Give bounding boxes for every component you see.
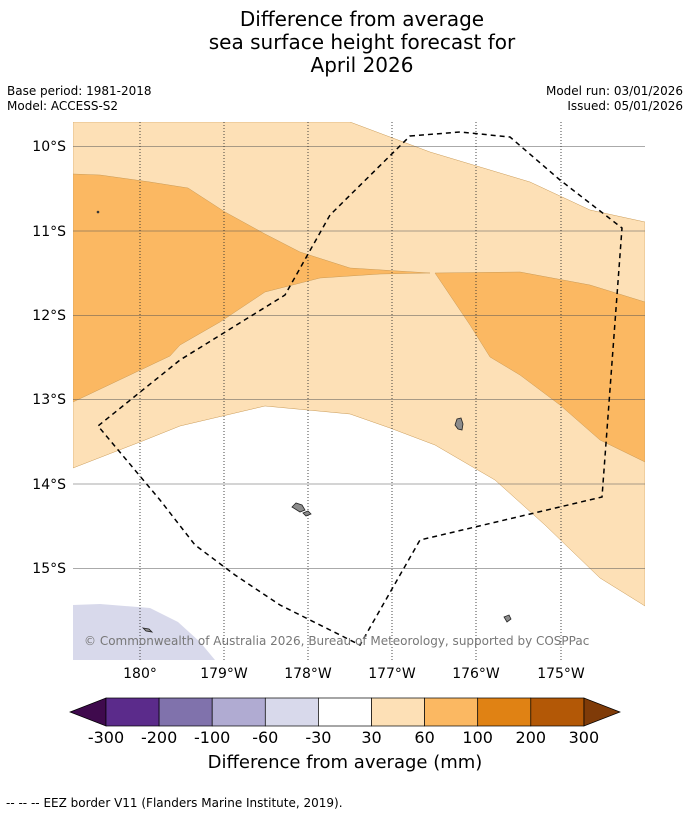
colorbar-bin bbox=[318, 697, 372, 727]
eez-border bbox=[96, 131, 623, 646]
meta-left: Base period: 1981-2018 Model: ACCESS-S2 bbox=[7, 84, 152, 114]
colorbar-bin bbox=[424, 697, 479, 727]
colorbar-tick: -200 bbox=[141, 728, 177, 747]
title-line-1: Difference from average bbox=[239, 7, 485, 31]
colorbar-tick: -30 bbox=[305, 728, 331, 747]
colorbar bbox=[69, 697, 621, 727]
islands bbox=[96, 210, 512, 633]
lon-label: 177°W bbox=[368, 666, 416, 682]
colorbar-tick: 300 bbox=[569, 728, 600, 747]
colorbar-bin bbox=[264, 697, 319, 727]
eez-legend-symbol: -- -- -- bbox=[6, 796, 40, 810]
colorbar-caption: Difference from average (mm) bbox=[207, 752, 483, 773]
lat-labels: 10°S 11°S 12°S 13°S 14°S 15°S bbox=[32, 139, 66, 577]
colorbar-bin bbox=[158, 697, 213, 727]
model-run: Model run: 03/01/2026 bbox=[545, 84, 683, 98]
island-south bbox=[503, 614, 512, 623]
colorbar-extend-low bbox=[69, 697, 107, 727]
island-west-1 bbox=[291, 502, 306, 513]
band-neg60-to-neg30 bbox=[73, 604, 215, 660]
lon-label: 175°W bbox=[537, 666, 585, 682]
colorbar-bin bbox=[530, 697, 585, 727]
attribution: © Commonwealth of Australia 2026, Bureau… bbox=[84, 634, 589, 648]
base-period: Base period: 1981-2018 bbox=[7, 84, 152, 98]
colorbar-ticks: -300 -200 -100 -60 -30 30 60 100 200 300 bbox=[88, 728, 599, 747]
island-southwest bbox=[141, 627, 154, 633]
lat-label: 13°S bbox=[32, 392, 66, 408]
map-area: © Commonwealth of Australia 2026, Bureau… bbox=[73, 122, 645, 660]
colorbar-extend-high bbox=[583, 697, 621, 727]
issued-date: Issued: 05/01/2026 bbox=[567, 99, 683, 113]
lat-label: 14°S bbox=[32, 477, 66, 493]
island-east bbox=[454, 417, 464, 431]
colorbar-tick: 30 bbox=[361, 728, 381, 747]
model-name: Model: ACCESS-S2 bbox=[7, 99, 119, 113]
map-title: Difference from average sea surface heig… bbox=[0, 8, 690, 77]
island-west-2 bbox=[302, 510, 312, 517]
meta-right: Model run: 03/01/2026 Issued: 05/01/2026 bbox=[546, 84, 683, 114]
eez-legend: -- -- -- EEZ border V11 (Flanders Marine… bbox=[6, 796, 343, 810]
colorbar-tick: 200 bbox=[516, 728, 547, 747]
lat-label: 12°S bbox=[32, 308, 66, 324]
graticule bbox=[73, 146, 645, 569]
lon-label: 180° bbox=[123, 666, 157, 682]
colorbar-tick: 100 bbox=[462, 728, 493, 747]
lat-label: 15°S bbox=[32, 561, 66, 577]
island-tiny bbox=[96, 210, 100, 214]
colorbar-tick: -60 bbox=[252, 728, 278, 747]
lon-labels: 180° 179°W 178°W 177°W 176°W 175°W bbox=[123, 666, 585, 682]
eez-legend-text: EEZ border V11 (Flanders Marine Institut… bbox=[43, 796, 343, 810]
colorbar-tick: 60 bbox=[414, 728, 434, 747]
colorbar-bin bbox=[371, 697, 425, 727]
lon-label: 178°W bbox=[284, 666, 332, 682]
title-line-3: April 2026 bbox=[310, 53, 414, 77]
lat-label: 11°S bbox=[32, 224, 66, 240]
title-line-2: sea surface height forecast for bbox=[208, 30, 516, 54]
colorbar-tick: -300 bbox=[88, 728, 124, 747]
colorbar-bin bbox=[477, 697, 532, 727]
colorbar-bin bbox=[105, 697, 160, 727]
lon-label: 176°W bbox=[452, 666, 500, 682]
colorbar-tick: -100 bbox=[194, 728, 230, 747]
lon-label: 179°W bbox=[200, 666, 248, 682]
lat-label: 10°S bbox=[32, 139, 66, 155]
band-60-to-100-east bbox=[434, 271, 645, 463]
colorbar-bin bbox=[211, 697, 266, 727]
